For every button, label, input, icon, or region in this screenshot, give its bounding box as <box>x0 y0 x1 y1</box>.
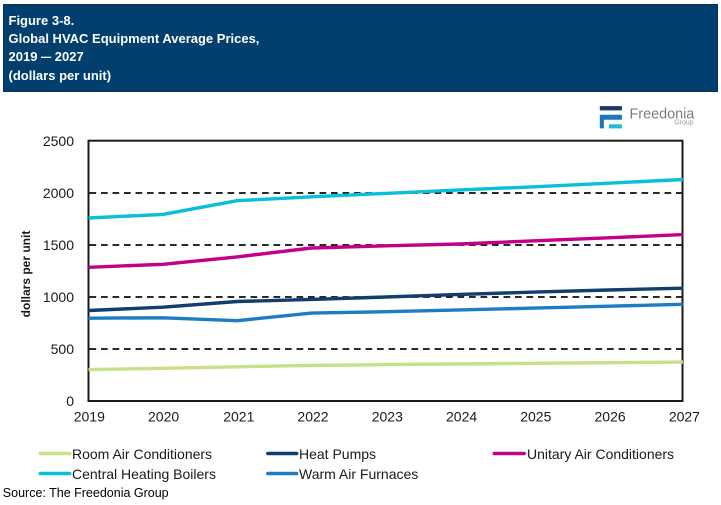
svg-text:1000: 1000 <box>43 289 74 305</box>
svg-text:Central Heating Boilers: Central Heating Boilers <box>72 466 216 482</box>
svg-text:2026: 2026 <box>595 409 626 425</box>
svg-text:2023: 2023 <box>372 409 403 425</box>
svg-text:1500: 1500 <box>43 237 74 253</box>
svg-text:2025: 2025 <box>520 409 551 425</box>
svg-text:2500: 2500 <box>43 133 74 149</box>
svg-text:Freedonia: Freedonia <box>630 107 695 123</box>
svg-text:2024: 2024 <box>446 409 477 425</box>
svg-text:2021: 2021 <box>223 409 254 425</box>
svg-text:Warm Air Furnaces: Warm Air Furnaces <box>299 466 418 482</box>
svg-text:0: 0 <box>66 393 74 409</box>
svg-text:500: 500 <box>51 341 75 357</box>
svg-text:2000: 2000 <box>43 185 74 201</box>
svg-text:2019: 2019 <box>74 409 105 425</box>
svg-text:dollars per unit: dollars per unit <box>19 231 33 318</box>
svg-text:2022: 2022 <box>297 409 328 425</box>
svg-text:Room Air Conditioners: Room Air Conditioners <box>72 446 212 462</box>
svg-text:Group: Group <box>674 120 694 127</box>
svg-text:Source: The Freedonia Group: Source: The Freedonia Group <box>3 486 169 500</box>
svg-text:2027: 2027 <box>669 409 700 425</box>
svg-text:Unitary Air Conditioners: Unitary Air Conditioners <box>527 446 674 462</box>
svg-text:2020: 2020 <box>148 409 179 425</box>
svg-text:Heat Pumps: Heat Pumps <box>299 446 376 462</box>
